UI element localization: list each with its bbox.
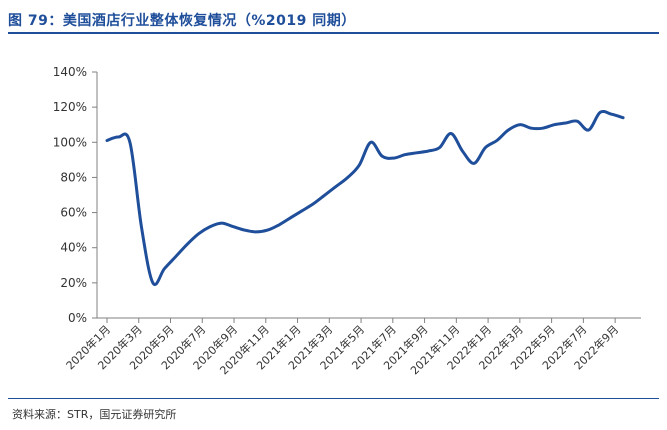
series-line: [105, 109, 625, 286]
footer-rule: [8, 398, 659, 399]
y-tick-label: 60%: [60, 206, 87, 220]
y-tick-label: 120%: [53, 100, 87, 114]
y-tick-label: 40%: [60, 241, 87, 255]
y-tick-label: 100%: [53, 135, 87, 149]
title-underline: [8, 32, 659, 34]
chart-title: 图 79：美国酒店行业整体恢复情况（%2019 同期）: [8, 13, 356, 29]
y-tick-label: 80%: [60, 170, 87, 184]
source-note: 资料来源：STR，国元证券研究所: [12, 408, 177, 421]
x-axis: 2020年1月2020年3月2020年5月2020年7月2020年9月2020年…: [63, 317, 641, 377]
y-tick-label: 20%: [60, 276, 87, 290]
title-bar: 图 79：美国酒店行业整体恢复情况（%2019 同期）: [0, 0, 667, 34]
y-axis: 0% 20% 40% 60% 80% 100% 120% 140%: [53, 65, 98, 325]
series-layer: [105, 109, 625, 286]
y-tick-label: 0%: [68, 311, 87, 325]
y-tick-label: 140%: [53, 65, 87, 79]
